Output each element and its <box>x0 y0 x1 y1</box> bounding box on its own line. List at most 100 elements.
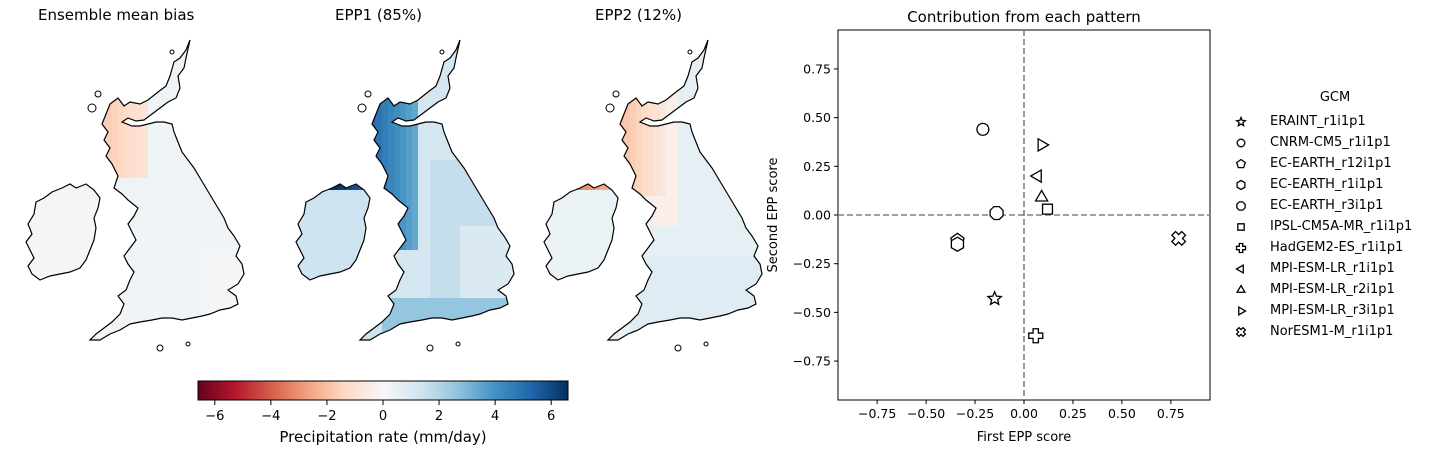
y-tick-label: 0.75 <box>803 61 831 76</box>
octagon-icon <box>1236 200 1246 211</box>
legend-marker <box>1237 222 1245 231</box>
y-tick-label: −0.75 <box>793 354 831 369</box>
hexagon-icon <box>1236 179 1246 190</box>
point-triangle-up <box>1034 189 1049 202</box>
plus-icon <box>1235 242 1247 253</box>
point-x-filled <box>1170 230 1187 247</box>
x-tick-label: −0.50 <box>907 406 945 421</box>
map-title-bias: Ensemble mean bias <box>38 6 195 24</box>
island-outline <box>455 341 461 347</box>
legend-marker <box>1235 263 1244 274</box>
circle-icon <box>1236 138 1246 147</box>
legend-item: MPI-ESM-LR_r3i1p1 <box>1230 300 1430 321</box>
ireland-coastline <box>25 183 101 281</box>
ireland-coastline <box>543 183 619 281</box>
legend-label: CNRM-CM5_r1i1p1 <box>1270 135 1391 150</box>
x-filled-icon <box>1235 326 1247 337</box>
legend: GCM ERAINT_r1i1p1 CNRM-CM5_r1i1p1 EC-EARTH… <box>1230 90 1430 342</box>
colorbar-tick-label: 6 <box>547 409 555 424</box>
island-outline <box>156 344 164 352</box>
legend-marker <box>1235 242 1247 253</box>
legend-label: IPSL-CM5A-MR_r1i1p1 <box>1270 219 1413 234</box>
island-outline <box>169 49 175 55</box>
legend-item: ERAINT_r1i1p1 <box>1230 111 1430 132</box>
ireland-coastline <box>295 183 371 281</box>
legend-label: HadGEM2-ES_r1i1p1 <box>1270 240 1404 255</box>
legend-item: NorESM1-M_r1i1p1 <box>1230 321 1430 342</box>
colorbar-tick-label: −6 <box>205 409 224 424</box>
map-title-epp2: EPP2 (12%) <box>595 6 682 24</box>
legend-marker <box>1236 179 1246 190</box>
point-square <box>1041 203 1054 215</box>
y-axis-label: Second EPP score <box>766 158 781 273</box>
point-plus <box>1028 328 1044 344</box>
point-triangle-left <box>1029 168 1042 184</box>
y-tick-label: −0.25 <box>793 256 831 271</box>
colorbar-tick-label: 4 <box>491 409 499 424</box>
point-octagon <box>989 205 1004 221</box>
epp2-map <box>543 39 763 352</box>
island-outline <box>612 90 620 98</box>
map-title-epp1: EPP1 (85%) <box>335 6 422 24</box>
legend-marker <box>1238 305 1247 316</box>
x-tick-label: −0.25 <box>956 406 994 421</box>
point-circle <box>976 122 990 136</box>
x-axis-label: First EPP score <box>977 430 1071 445</box>
colorbar-label: Precipitation rate (mm/day) <box>279 428 486 446</box>
legend-item: EC-EARTH_r3i1p1 <box>1230 195 1430 216</box>
star-icon <box>1235 115 1247 127</box>
island-outline <box>185 341 191 347</box>
pentagon-icon <box>1235 158 1247 168</box>
legend-marker <box>1235 158 1247 168</box>
x-tick-label: 0.00 <box>1010 406 1038 421</box>
y-tick-label: 0.00 <box>803 208 831 223</box>
legend-item: MPI-ESM-LR_r2i1p1 <box>1230 279 1430 300</box>
island-outline <box>439 49 445 55</box>
colorbar-tick-label: 2 <box>435 409 443 424</box>
great-britain-coastline <box>606 39 763 341</box>
legend-item: HadGEM2-ES_r1i1p1 <box>1230 237 1430 258</box>
y-tick-label: 0.50 <box>803 110 831 125</box>
island-outline <box>426 344 434 352</box>
triangle-left-icon <box>1235 263 1244 274</box>
legend-label: EC-EARTH_r3i1p1 <box>1270 198 1384 213</box>
island-outline <box>87 103 97 113</box>
colorbar-tick-label: −2 <box>317 409 336 424</box>
great-britain-coastline <box>358 39 515 341</box>
point-hexagon <box>950 236 965 252</box>
legend-marker <box>1235 115 1247 127</box>
x-tick-label: 0.25 <box>1059 406 1087 421</box>
legend-item: EC-EARTH_r1i1p1 <box>1230 174 1430 195</box>
island-outline <box>674 344 682 352</box>
point-star <box>986 290 1003 306</box>
triangle-up-icon <box>1235 283 1247 293</box>
legend-title: GCM <box>1319 90 1351 105</box>
legend-label: EC-EARTH_r12i1p1 <box>1270 156 1392 171</box>
point-triangle-right <box>1037 137 1050 153</box>
legend-label: NorESM1-M_r1i1p1 <box>1270 324 1394 339</box>
legend-marker <box>1236 138 1246 147</box>
colorbar-tick-label: −4 <box>261 409 280 424</box>
colorbar-tick-label: 0 <box>379 409 387 424</box>
y-tick-label: −0.50 <box>793 305 831 320</box>
island-outline <box>357 103 367 113</box>
x-tick-label: 0.75 <box>1157 406 1185 421</box>
legend-marker <box>1236 200 1246 211</box>
legend-label: MPI-ESM-LR_r1i1p1 <box>1270 261 1395 276</box>
island-outline <box>94 90 102 98</box>
x-tick-label: −0.75 <box>858 406 896 421</box>
legend-item: EC-EARTH_r12i1p1 <box>1230 153 1430 174</box>
legend-marker <box>1235 326 1247 337</box>
great-britain-coastline <box>88 39 245 341</box>
legend-item: MPI-ESM-LR_r1i1p1 <box>1230 258 1430 279</box>
legend-item: IPSL-CM5A-MR_r1i1p1 <box>1230 216 1430 237</box>
island-outline <box>605 103 615 113</box>
scatter-title: Contribution from each pattern <box>907 8 1141 26</box>
island-outline <box>703 341 709 347</box>
legend-marker <box>1235 283 1247 293</box>
square-icon <box>1237 222 1245 231</box>
bias-map <box>25 39 245 352</box>
triangle-right-icon <box>1238 305 1247 316</box>
